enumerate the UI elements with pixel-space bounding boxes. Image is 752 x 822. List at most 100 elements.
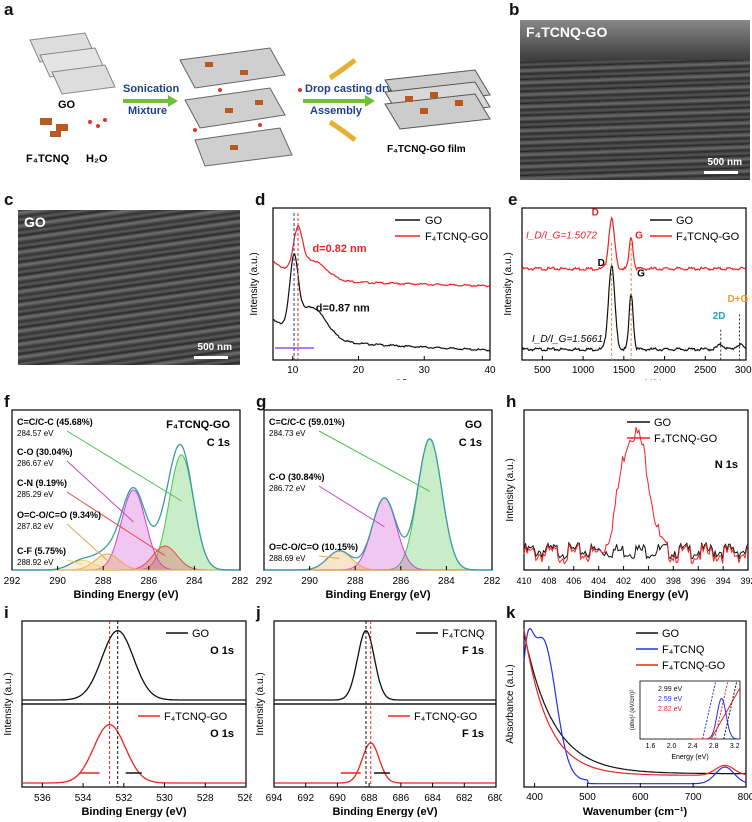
go-sheets [29, 32, 116, 95]
chart-k-xlabel: Wavenumber (cm⁻¹) [583, 806, 688, 817]
chart-j-xtick-label: 694 [266, 793, 283, 804]
panel-k: k GO F₄TCNQ F₄TCNQ-GO 2.99 eV 2.59 eV 2.82 eV… [502, 603, 752, 818]
chart-i-xtick-label: 536 [34, 793, 51, 804]
chart-k: GO F₄TCNQ F₄TCNQ-GO 2.99 eV 2.59 eV 2.82 eV En… [505, 620, 752, 818]
sem-b-label: F₄TCNQ-GO [526, 24, 608, 40]
chart-f-xtick-label: 282 [232, 576, 249, 587]
legend-go-label: GO [654, 417, 672, 429]
uv-f-go-line [523, 629, 747, 776]
inset-frame [639, 680, 741, 740]
chart-f-title: F₄TCNQ-GO [166, 419, 230, 431]
inset-tangent-0 [723, 680, 738, 740]
chart-h-xtick-label: 400 [641, 576, 656, 586]
bottom-subtitle: O 1s [210, 728, 234, 740]
chart-h-subtitle: N 1s [715, 459, 738, 471]
legend-f-label: F₄TCNQ-GO [676, 231, 740, 243]
top-subtitle: F 1s [462, 645, 484, 657]
sem-c-label: GO [24, 214, 46, 230]
chart-e-xtick-label: 2500 [694, 365, 717, 376]
chart-f-subtitle: C 1s [207, 437, 230, 449]
chart-g-xtick-label: 288 [347, 576, 364, 587]
chart-i-bottom-frame [21, 703, 247, 788]
chart-g-subtitle: C 1s [459, 437, 482, 449]
chart-k-xtick-label: 700 [685, 792, 702, 803]
inset-xtick-label: 2.4 [688, 743, 698, 750]
chart-f-xtick-label: 288 [95, 576, 112, 587]
assembly-text: Assembly [310, 105, 363, 117]
raman-d-label-f: D [592, 208, 599, 219]
chart-d-xtick-label: 20 [353, 365, 365, 376]
chart-f-xtick-label: 292 [4, 576, 21, 587]
chart-j-xlabel: Binding Energy (eV) [332, 806, 437, 817]
chart-h: GO F₄TCNQ-GO N 1s Binding Energy (eV) Intens… [505, 409, 752, 601]
sonication-text: Sonication [123, 83, 180, 95]
n1s-f-line [523, 426, 749, 565]
chart-g-title: GO [465, 419, 483, 431]
chart-j-xtick-label: 680 [488, 793, 502, 804]
sem-b-scalebar [704, 171, 738, 174]
raman-2d-label: 2D [713, 311, 726, 322]
chart-k-xtick-label: 400 [526, 792, 543, 803]
chart-i-xtick-label: 528 [197, 793, 214, 804]
chart-e-xtick-label: 500 [534, 365, 551, 376]
chart-j-xtick-label: 690 [329, 793, 346, 804]
sem-b-scale: 500 nm [707, 157, 742, 168]
legend-label-2: F₄TCNQ-GO [662, 660, 726, 672]
chart-j-xtick-label: 692 [297, 793, 314, 804]
legend-top-label: F₄TCNQ [442, 628, 485, 640]
fit-component-name: C-O (30.04%) [17, 447, 73, 457]
chart-j-xtick-label: 688 [361, 793, 378, 804]
panel-label-i: i [4, 603, 9, 622]
chart-j-xtick-label: 686 [393, 793, 410, 804]
legend-label-0: GO [662, 628, 680, 640]
xrd-f4tcnq-go-line [273, 225, 491, 288]
chart-f-xtick-label: 284 [186, 576, 203, 587]
chart-e-xtick-label: 1500 [613, 365, 636, 376]
raman-dg-label: D+G [727, 294, 748, 305]
fit-leader-arrow-icon [66, 559, 83, 565]
chart-h-xtick-label: 408 [541, 576, 556, 586]
inset-xtick-label: 2.8 [709, 743, 719, 750]
chart-i-ylabel: Intensity (a.u.) [3, 672, 14, 735]
xrd-d-spacing-go: d=0.87 nm [316, 302, 370, 314]
raman-g-label-go: G [637, 268, 645, 279]
panel-label-c: c [4, 190, 14, 209]
chart-j-xtick-label: 684 [424, 793, 441, 804]
chart-e-frame [521, 207, 747, 361]
fit-envelope [264, 438, 492, 571]
fit-component-be: 284.73 eV [269, 429, 306, 438]
inset-gap-label-2: 2.82 eV [658, 706, 682, 713]
inset-xtick-label: 3.2 [730, 743, 740, 750]
legend-f-label: F₄TCNQ-GO [654, 433, 718, 445]
fit-component-be: 286.72 eV [269, 484, 306, 493]
chart-k-xtick-label: 500 [579, 792, 596, 803]
bottom-peak-line [22, 723, 246, 784]
legend-f-label: F₄TCNQ-GO [425, 231, 489, 243]
h2o-text: H₂O [86, 153, 108, 165]
legend-go-label: GO [676, 215, 694, 227]
chart-h-xtick-label: 406 [566, 576, 581, 586]
panel-i: i GO O 1s F₄TCNQ-GO O 1s Binding Energy (eV)… [0, 603, 255, 818]
chart-h-xtick-label: 398 [666, 576, 681, 586]
chart-h-xtick-label: 396 [691, 576, 706, 586]
chart-i-xtick-label: 526 [238, 793, 252, 804]
raman-f-line [521, 216, 747, 272]
chart-i-top-frame [21, 620, 247, 705]
fit-component-name: O=C-O/C=O (10.15%) [269, 542, 358, 552]
chart-g-xtick-label: 290 [301, 576, 318, 587]
chart-g: C=C/C-C (59.01%) 284.73 eV C-O (30.84%) 286… [256, 409, 501, 601]
panel-label-a: a [4, 0, 14, 19]
panel-h: h GO F₄TCNQ-GO N 1s Binding Energy (eV) Inte… [502, 392, 752, 610]
inset-curve-red [692, 687, 741, 740]
panel-d: d 2θ Intensity (a.u.) 10 20 30 40 GO F₄TCNQ-GO d… [245, 190, 500, 390]
panel-label-g: g [256, 392, 267, 411]
chart-k-frame [523, 620, 747, 788]
chart-d-xtick-label: 40 [484, 365, 496, 376]
fit-component-be: 284.57 eV [17, 429, 54, 438]
sem-image-b: F₄TCNQ-GO 500 nm [520, 20, 750, 180]
chart-d-xtick-label: 30 [419, 365, 431, 376]
panel-b: b F₄TCNQ-GO 500 nm [505, 0, 752, 185]
panel-f: f C=C/C-C (45.68%) 284.57 eV C-O (30.04%) 2… [0, 392, 252, 610]
bottom-subtitle: F 1s [462, 728, 484, 740]
chart-g-xtick-label: 282 [484, 576, 501, 587]
